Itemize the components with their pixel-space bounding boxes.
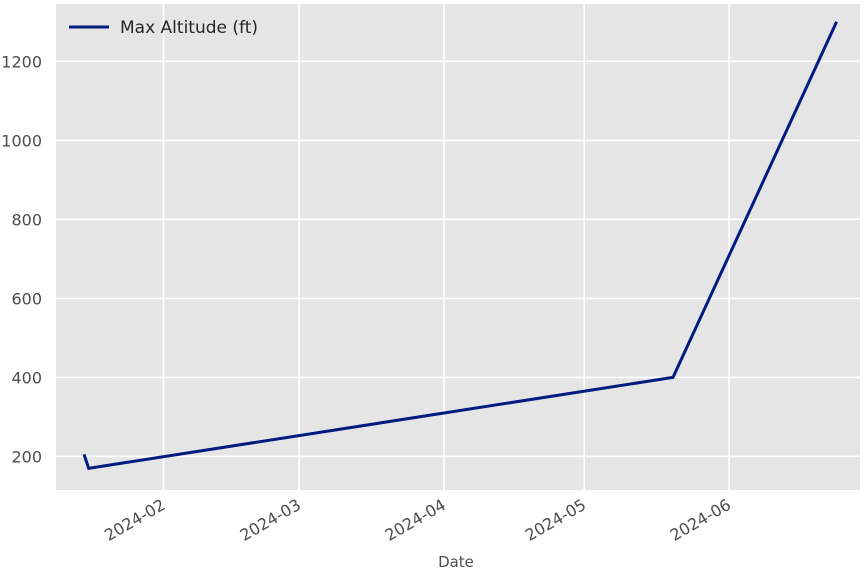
y-tick-label: 1200 bbox=[1, 52, 42, 71]
x-tick-label: 2024-06 bbox=[667, 495, 734, 545]
y-gridlines bbox=[56, 60, 860, 458]
y-tick-label: 200 bbox=[11, 447, 42, 466]
y-tick-label: 600 bbox=[11, 289, 42, 308]
x-tick-label: 2024-05 bbox=[522, 495, 589, 545]
x-tick-labels: 2024-02 2024-03 2024-04 2024-05 2024-06 bbox=[101, 495, 734, 545]
legend: Max Altitude (ft) bbox=[69, 18, 258, 38]
x-tick-label: 2024-02 bbox=[101, 495, 168, 545]
y-tick-label: 800 bbox=[11, 210, 42, 229]
plot-area bbox=[56, 4, 860, 490]
y-tick-label: 400 bbox=[11, 368, 42, 387]
series-layer bbox=[82, 21, 838, 470]
series-line-max-altitude bbox=[82, 21, 838, 470]
x-gridlines bbox=[162, 4, 730, 490]
x-tick-label: 2024-04 bbox=[382, 495, 449, 545]
legend-label: Max Altitude (ft) bbox=[120, 18, 258, 38]
x-axis-label: Date bbox=[438, 553, 474, 571]
y-tick-labels: 200 400 600 800 1000 1200 bbox=[1, 52, 42, 466]
x-tick-label: 2024-03 bbox=[237, 495, 304, 545]
y-tick-label: 1000 bbox=[1, 131, 42, 150]
